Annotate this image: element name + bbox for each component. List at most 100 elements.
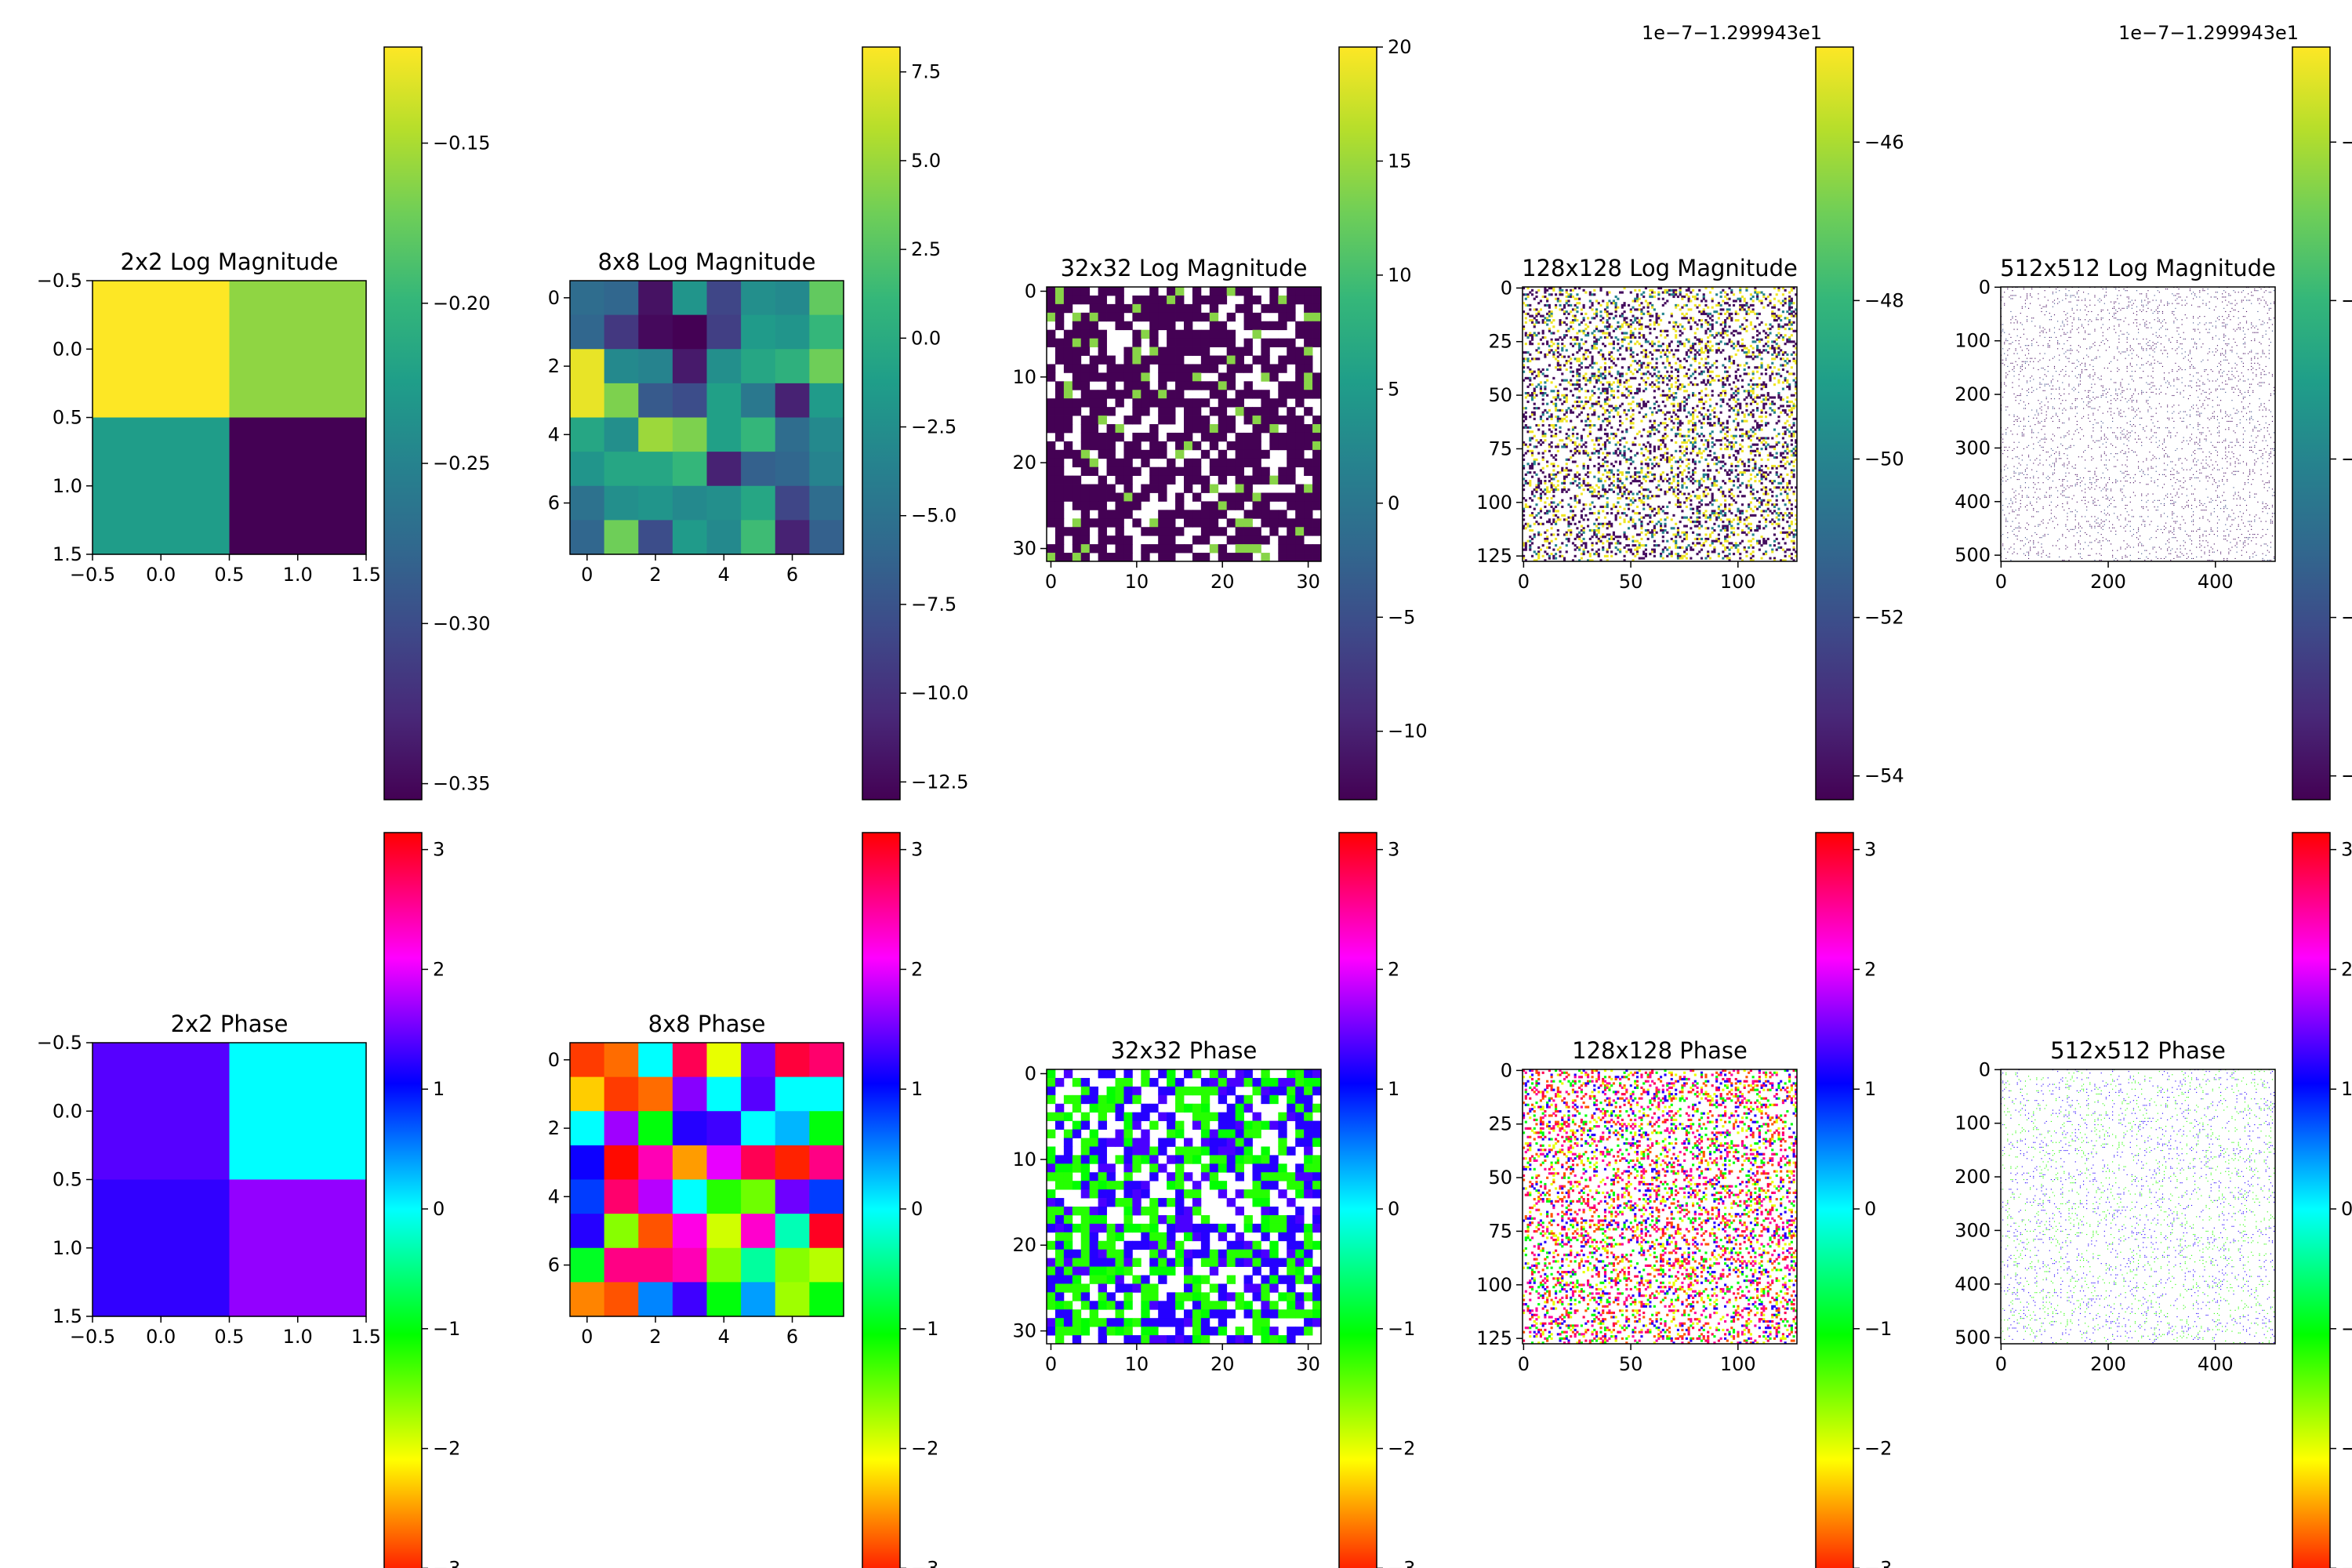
heatmap-cell <box>1640 524 1643 528</box>
heatmap-cell <box>1675 473 1678 477</box>
heatmap-cell <box>1523 426 1526 429</box>
heatmap-cell <box>1649 434 1652 437</box>
heatmap-cell <box>1595 340 1599 343</box>
heatmap-cell <box>1679 503 1682 506</box>
heatmap-cell <box>1593 334 1596 337</box>
heatmap-cell <box>1711 364 1714 367</box>
heatmap-cell <box>1708 469 1712 472</box>
heatmap-cell <box>706 349 742 384</box>
heatmap-cell <box>1269 441 1279 451</box>
heatmap-cell <box>1621 512 1624 515</box>
heatmap-cell <box>1209 441 1219 451</box>
heatmap-cell <box>1711 314 1714 318</box>
heatmap-cell <box>1570 456 1573 459</box>
heatmap-cell <box>1696 512 1699 515</box>
heatmap-cell <box>1679 424 1682 427</box>
heatmap-cell <box>1584 396 1588 399</box>
heatmap-cell <box>1587 518 1590 521</box>
heatmap-cell <box>1739 306 1742 309</box>
heatmap-cell <box>1638 512 1641 515</box>
heatmap-cell <box>1653 291 1656 294</box>
heatmap-cell <box>1226 381 1236 390</box>
heatmap-cell <box>1762 471 1766 474</box>
heatmap-cell <box>1638 533 1641 536</box>
heatmap-cell <box>1623 518 1626 521</box>
heatmap-cell <box>1610 355 1613 358</box>
heatmap-cell <box>1252 416 1261 425</box>
heatmap-cell <box>1722 495 1725 498</box>
heatmap-cell <box>1792 448 1795 451</box>
heatmap-cell <box>1218 398 1228 408</box>
heatmap-cell <box>1740 308 1744 311</box>
heatmap-cell <box>1777 464 1780 468</box>
heatmap-cell <box>1737 424 1740 427</box>
heatmap-cell <box>1559 419 1562 423</box>
heatmap-cell <box>1754 312 1757 315</box>
colorbar-tick-label: −2.5 <box>911 416 956 438</box>
heatmap-cell <box>1567 329 1570 332</box>
heatmap-cell <box>1672 396 1675 399</box>
heatmap-cell <box>1054 424 1065 434</box>
heatmap-cell <box>1625 475 1628 478</box>
heatmap-cell <box>1685 353 1688 356</box>
heatmap-cell <box>1625 413 1628 416</box>
heatmap-cell <box>1278 364 1287 373</box>
heatmap-cell <box>1784 359 1787 363</box>
heatmap-cell <box>1711 319 1714 322</box>
heatmap-cell <box>1629 503 1632 506</box>
heatmap-cell <box>1786 484 1789 487</box>
heatmap-cell <box>1243 441 1253 451</box>
heatmap-cell <box>1608 416 1611 419</box>
heatmap-cell <box>1541 398 1544 401</box>
heatmap-cell <box>1546 535 1549 539</box>
heatmap-cell <box>1707 379 1710 382</box>
heatmap-cell <box>1715 439 1719 442</box>
heatmap-cell <box>1559 364 1562 367</box>
heatmap-cell <box>1556 347 1559 350</box>
heatmap-cell <box>1690 381 1693 384</box>
heatmap-cell <box>1209 432 1219 442</box>
heatmap-cell <box>1693 383 1697 387</box>
heatmap-cell <box>1278 390 1287 399</box>
heatmap-cell <box>1790 471 1793 474</box>
heatmap-cell <box>1524 416 1527 419</box>
heatmap-cell <box>1098 329 1107 339</box>
heatmap-cell <box>1261 492 1270 502</box>
heatmap-cell <box>1795 452 1798 455</box>
heatmap-cell <box>1737 413 1740 416</box>
heatmap-cell <box>1700 439 1704 442</box>
heatmap-cell <box>1790 297 1793 300</box>
heatmap-cell <box>1546 488 1549 492</box>
heatmap-cell <box>1758 332 1761 335</box>
heatmap-cell <box>1642 488 1646 492</box>
heatmap-cell <box>1670 527 1673 530</box>
heatmap-cell <box>1526 539 1530 543</box>
heatmap-cell <box>1627 385 1631 388</box>
heatmap-cell <box>1625 332 1628 335</box>
heatmap-cell <box>1693 321 1697 324</box>
heatmap-cell <box>1704 495 1708 498</box>
heatmap-cell <box>1795 387 1798 390</box>
heatmap-cell <box>1734 441 1737 445</box>
heatmap-cell <box>1602 488 1605 492</box>
heatmap-cell <box>1649 430 1652 434</box>
heatmap-cell <box>1192 381 1202 390</box>
heatmap-cell <box>1717 375 1720 378</box>
heatmap-cell <box>1580 439 1583 442</box>
heatmap-cell <box>1781 381 1784 384</box>
heatmap-cell <box>1533 488 1536 492</box>
heatmap-cell <box>1524 396 1527 399</box>
heatmap-cell <box>1728 490 1731 493</box>
heatmap-cell <box>1608 358 1611 361</box>
heatmap-cell <box>1541 314 1544 318</box>
heatmap-cell <box>1312 303 1322 314</box>
heatmap-cell <box>1606 417 1609 420</box>
heatmap-cell <box>1544 432 1547 436</box>
heatmap-cell <box>741 281 776 316</box>
heatmap-cell <box>1758 454 1761 457</box>
heatmap-cell <box>1167 372 1176 382</box>
heatmap-cell <box>1715 469 1719 472</box>
heatmap-cell <box>1546 460 1549 463</box>
heatmap-cell <box>1530 372 1534 376</box>
heatmap-cell <box>1726 334 1729 337</box>
